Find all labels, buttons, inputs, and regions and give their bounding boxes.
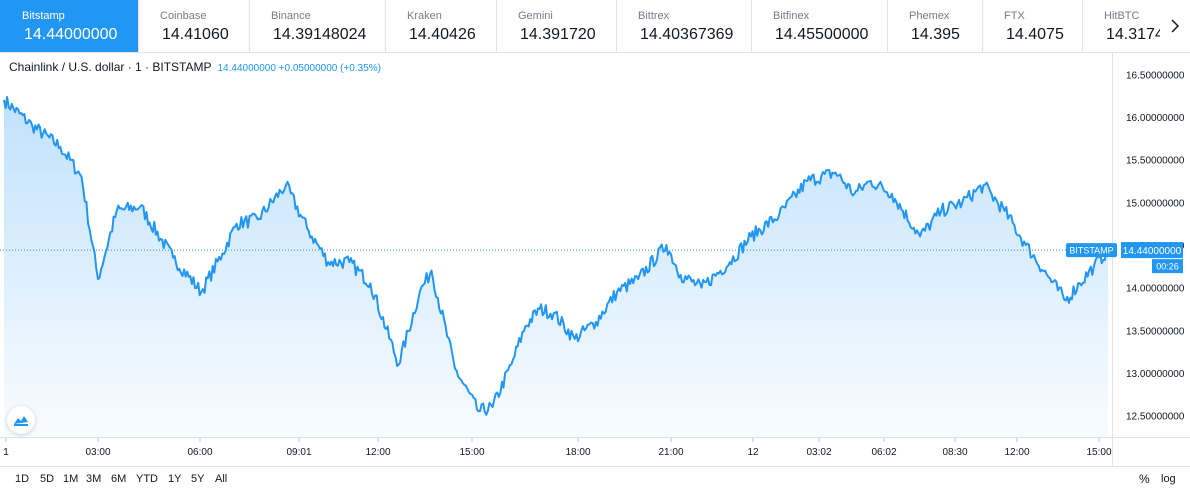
ticker-price: 14.44000000 xyxy=(24,26,118,43)
ticker-price: 14.3174 xyxy=(1106,26,1163,43)
ticker-exchange-name: Phemex xyxy=(909,10,950,22)
range-button-5y[interactable]: 5Y xyxy=(191,473,205,485)
range-button-all[interactable]: All xyxy=(215,473,228,485)
x-tick-label: 15:00 xyxy=(459,447,484,458)
ticker-bitfinex[interactable]: Bitfinex 14.45500000 xyxy=(752,0,888,52)
ticker-price: 14.40367369 xyxy=(640,26,734,43)
legend-price-value: 14.44000000 +0.05000000 (+0.35%) xyxy=(217,63,381,74)
last-price-tag xyxy=(1121,242,1183,259)
x-tick-label: 12:00 xyxy=(1004,447,1029,458)
ticker-exchange-name: Bittrex xyxy=(638,10,670,22)
y-tick-label: 12.50000000 xyxy=(1126,412,1185,423)
symbol-description: Chainlink / U.S. dollar · 1 · BITSTAMP xyxy=(9,60,212,74)
chart-legend: Chainlink / U.S. dollar · 1 · BITSTAMP 14… xyxy=(9,60,381,74)
ticker-price: 14.391720 xyxy=(520,26,596,43)
x-tick-label: 15:00 xyxy=(1086,447,1111,458)
ticker-exchange-name: Binance xyxy=(271,10,311,22)
ticker-exchange-name: Bitfinex xyxy=(773,10,810,22)
ticker-ftx[interactable]: FTX 14.4075 xyxy=(983,0,1083,52)
tradingview-logo-icon[interactable] xyxy=(7,406,35,434)
price-series-line xyxy=(3,96,1109,416)
ticker-exchange-name: Gemini xyxy=(518,10,553,22)
price-area-fill xyxy=(4,97,1108,437)
range-button-1d[interactable]: 1D xyxy=(15,473,30,485)
ticker-gemini[interactable]: Gemini 14.391720 xyxy=(497,0,617,52)
series-name-tag-text: BITSTAMP xyxy=(1069,246,1113,256)
x-tick-label: 21:00 xyxy=(658,447,683,458)
chevron-right-icon[interactable] xyxy=(1160,0,1190,52)
ticker-exchange-name: Kraken xyxy=(407,10,442,22)
exchange-ticker-bar: Bitstamp 14.44000000 Coinbase 14.41060 Binan… xyxy=(0,0,1190,53)
y-tick-label: 15.00000000 xyxy=(1126,198,1185,209)
y-tick-label: 13.50000000 xyxy=(1126,326,1185,337)
ticker-price: 14.39148024 xyxy=(273,26,367,43)
countdown-tag xyxy=(1152,259,1183,274)
y-tick-label: 16.50000000 xyxy=(1126,70,1185,81)
ticker-exchange-name: Bitstamp xyxy=(22,10,65,22)
ticker-kraken[interactable]: Kraken 14.40426 xyxy=(386,0,497,52)
countdown-tag-text: 00:26 xyxy=(1156,262,1179,272)
ticker-hitbtc[interactable]: HitBTC 14.3174 xyxy=(1083,0,1163,52)
x-tick-label: 1 xyxy=(3,447,9,458)
ticker-price: 14.395 xyxy=(911,26,960,43)
x-tick-label: 03:00 xyxy=(85,447,110,458)
x-tick-label: 09:01 xyxy=(286,447,311,458)
price-chart[interactable]: 16.50000000 16.00000000 15.50000000 15.0000… xyxy=(0,53,1190,466)
last-price-tag-text: 14.44000000 xyxy=(1123,246,1182,257)
ticker-binance[interactable]: Binance 14.39148024 xyxy=(250,0,386,52)
x-tick-label: 12 xyxy=(747,447,759,458)
range-button-5d[interactable]: 5D xyxy=(40,473,55,485)
ticker-price: 14.40426 xyxy=(409,26,476,43)
log-scale-toggle[interactable]: log xyxy=(1161,473,1176,485)
series-name-tag xyxy=(1066,243,1117,258)
range-button-1m[interactable]: 1M xyxy=(63,473,79,485)
percent-scale-toggle[interactable]: % xyxy=(1139,472,1150,486)
ticker-price: 14.41060 xyxy=(162,26,229,43)
ticker-exchange-name: Coinbase xyxy=(160,10,207,22)
x-tick-label: 08:30 xyxy=(942,447,967,458)
range-button-3m[interactable]: 3M xyxy=(86,473,102,485)
ticker-price: 14.4075 xyxy=(1006,26,1064,43)
range-button-1y[interactable]: 1Y xyxy=(168,473,182,485)
x-tick-label: 12:00 xyxy=(365,447,390,458)
x-tick-label: 03:02 xyxy=(806,447,831,458)
ticker-price: 14.45500000 xyxy=(775,26,869,43)
x-tick-label: 06:02 xyxy=(871,447,896,458)
range-button-6m[interactable]: 6M xyxy=(111,473,127,485)
y-tick-label: 15.50000000 xyxy=(1126,156,1185,167)
ticker-exchange-name: FTX xyxy=(1004,10,1025,22)
ticker-coinbase[interactable]: Coinbase 14.41060 xyxy=(139,0,250,52)
bottom-toolbar: % log 1D 5D 1M 3M 6M YTD 1Y 5Y All xyxy=(0,466,1190,494)
ticker-bittrex[interactable]: Bittrex 14.40367369 xyxy=(617,0,752,52)
ticker-bitstamp[interactable]: Bitstamp 14.44000000 xyxy=(0,0,139,52)
x-tick-label: 18:00 xyxy=(565,447,590,458)
range-button-ytd[interactable]: YTD xyxy=(136,473,158,485)
ticker-phemex[interactable]: Phemex 14.395 xyxy=(888,0,983,52)
x-tick-label: 06:00 xyxy=(187,447,212,458)
y-tick-label: 16.00000000 xyxy=(1126,113,1185,124)
ticker-exchange-name: HitBTC xyxy=(1104,10,1140,22)
y-tick-label: 13.00000000 xyxy=(1126,369,1185,380)
y-tick-label: 14.00000000 xyxy=(1126,284,1185,295)
